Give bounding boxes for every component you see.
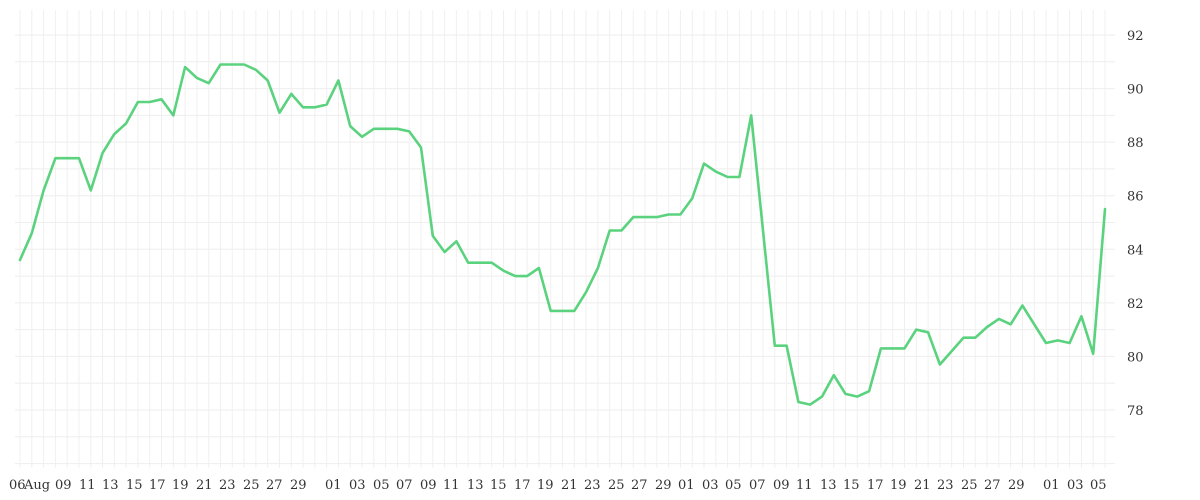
- x-tick-label: 13: [102, 478, 119, 493]
- y-axis: 78 80 82 84 86 88 90 92: [1127, 29, 1144, 419]
- x-tick-label: 25: [961, 478, 978, 493]
- x-tick-label: 07: [749, 478, 766, 493]
- x-tick-label: 15: [490, 478, 507, 493]
- x-tick-label: 03: [349, 478, 366, 493]
- y-tick-label: 92: [1127, 29, 1144, 44]
- y-tick-label: 84: [1127, 243, 1144, 258]
- x-tick-label: 25: [608, 478, 625, 493]
- x-tick-label: 13: [467, 478, 484, 493]
- y-tick-label: 90: [1127, 83, 1144, 98]
- x-tick-label: 01: [1043, 478, 1060, 493]
- x-tick-label: 23: [219, 478, 236, 493]
- x-tick-label: 21: [561, 478, 578, 493]
- x-tick-label: Aug: [23, 478, 50, 493]
- x-tick-label: 23: [937, 478, 954, 493]
- x-tick-label: 05: [373, 478, 390, 493]
- x-tick-label: 27: [266, 478, 283, 493]
- y-tick-label: 80: [1127, 350, 1144, 365]
- grid: [15, 10, 1115, 468]
- x-tick-label: 21: [196, 478, 213, 493]
- x-tick-label: 05: [1090, 478, 1107, 493]
- x-tick-label: 09: [420, 478, 437, 493]
- x-tick-label: 01: [325, 478, 342, 493]
- x-tick-label: 06: [9, 478, 26, 493]
- x-tick-label: 17: [514, 478, 531, 493]
- x-tick-label: 21: [914, 478, 931, 493]
- x-tick-label: 23: [584, 478, 601, 493]
- x-tick-label: 01: [678, 478, 695, 493]
- x-tick-label: 15: [843, 478, 860, 493]
- x-tick-label: 11: [79, 478, 96, 493]
- x-tick-label: 17: [149, 478, 166, 493]
- series-line: [18, 63, 1107, 406]
- x-tick-label: 03: [702, 478, 719, 493]
- x-tick-label: 03: [1067, 478, 1084, 493]
- y-tick-label: 88: [1127, 136, 1144, 151]
- y-tick-label: 78: [1127, 404, 1144, 419]
- x-tick-label: 15: [126, 478, 143, 493]
- y-tick-label: 82: [1127, 297, 1144, 312]
- x-tick-label: 29: [1008, 478, 1025, 493]
- x-tick-label: 11: [443, 478, 460, 493]
- x-tick-label: 19: [172, 478, 189, 493]
- x-tick-label: 07: [396, 478, 413, 493]
- x-tick-label: 19: [890, 478, 907, 493]
- x-tick-label: 17: [867, 478, 884, 493]
- x-tick-label: 11: [796, 478, 813, 493]
- x-tick-label: 19: [537, 478, 554, 493]
- x-tick-label: 27: [984, 478, 1001, 493]
- y-tick-label: 86: [1127, 190, 1144, 205]
- x-tick-label: 25: [243, 478, 260, 493]
- x-tick-label: 29: [655, 478, 672, 493]
- x-tick-label: 29: [290, 478, 307, 493]
- x-tick-label: 05: [725, 478, 742, 493]
- x-tick-label: 09: [773, 478, 790, 493]
- x-tick-label: 27: [631, 478, 648, 493]
- x-tick-label: 09: [55, 478, 72, 493]
- x-tick-label: 13: [820, 478, 837, 493]
